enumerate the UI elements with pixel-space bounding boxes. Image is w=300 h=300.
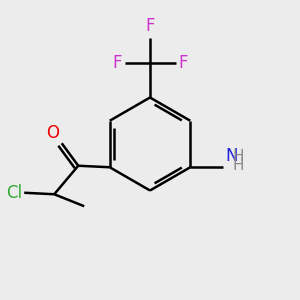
- Text: O: O: [46, 124, 59, 142]
- Text: F: F: [112, 54, 122, 72]
- Text: F: F: [145, 17, 155, 35]
- Text: F: F: [178, 54, 188, 72]
- Text: Cl: Cl: [6, 184, 22, 202]
- Text: H: H: [232, 158, 244, 173]
- Text: H: H: [232, 148, 244, 164]
- Text: N: N: [226, 147, 238, 165]
